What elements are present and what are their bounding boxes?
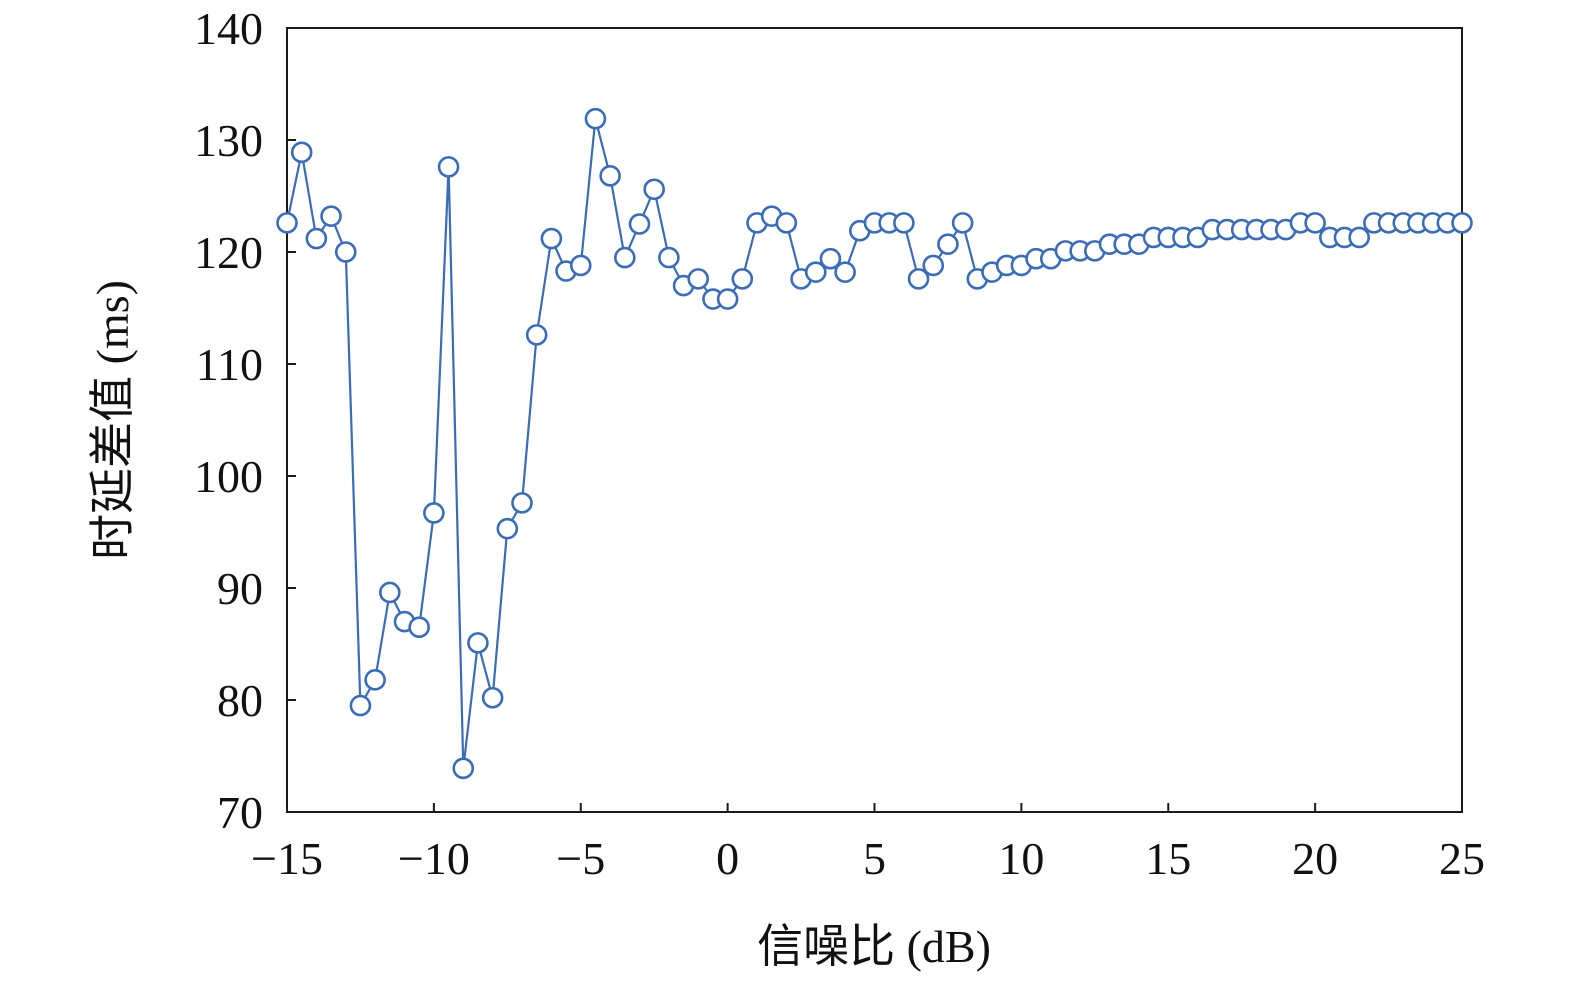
data-point bbox=[334, 241, 357, 263]
data-point bbox=[819, 247, 842, 270]
data-point bbox=[1304, 212, 1326, 234]
y-axis-ticks: 70 80 90 100 110 120 130 140 bbox=[194, 3, 296, 838]
y-tick-label: 140 bbox=[194, 3, 263, 54]
data-point bbox=[716, 288, 739, 310]
x-tick-label: 0 bbox=[716, 833, 739, 884]
x-axis-ticks: −15 −10 −5 0 5 10 15 20 25 bbox=[251, 803, 1485, 884]
data-point bbox=[614, 246, 636, 269]
data-point bbox=[569, 254, 592, 277]
data-point bbox=[305, 227, 328, 250]
y-tick-label: 120 bbox=[194, 227, 263, 278]
x-tick-label: 10 bbox=[998, 833, 1044, 884]
data-point bbox=[628, 213, 651, 235]
data-point bbox=[1451, 212, 1473, 234]
data-point bbox=[496, 517, 519, 540]
data-point bbox=[320, 205, 342, 227]
data-point bbox=[951, 212, 974, 234]
x-tick-label: −15 bbox=[251, 833, 323, 884]
data-point bbox=[658, 246, 680, 269]
data-point bbox=[687, 268, 710, 290]
data-point bbox=[467, 632, 489, 654]
data-point bbox=[834, 261, 856, 283]
data-point bbox=[379, 581, 401, 604]
x-tick-label: 15 bbox=[1145, 833, 1191, 884]
y-tick-label: 90 bbox=[217, 563, 263, 614]
data-point bbox=[937, 233, 959, 255]
data-point bbox=[893, 212, 915, 234]
x-tick-label: 20 bbox=[1292, 833, 1338, 884]
data-point bbox=[731, 268, 754, 290]
plot-frame bbox=[286, 27, 1463, 813]
y-tick-label: 80 bbox=[217, 675, 263, 726]
data-point bbox=[364, 669, 386, 691]
y-tick-label: 130 bbox=[194, 115, 263, 166]
x-tick-label: −5 bbox=[556, 833, 605, 884]
y-tick-label: 70 bbox=[217, 787, 263, 838]
data-point bbox=[276, 212, 298, 234]
x-tick-label: −10 bbox=[398, 833, 470, 884]
data-point bbox=[643, 178, 665, 201]
data-point bbox=[584, 107, 607, 130]
y-tick-label: 100 bbox=[194, 451, 263, 502]
x-tick-label: 25 bbox=[1439, 833, 1485, 884]
data-point bbox=[804, 261, 827, 283]
y-tick-label: 110 bbox=[196, 339, 263, 390]
series-markers bbox=[276, 107, 1473, 780]
data-point bbox=[511, 492, 533, 514]
data-point bbox=[922, 254, 945, 277]
data-point bbox=[408, 616, 430, 639]
data-point bbox=[540, 227, 563, 250]
data-point bbox=[775, 212, 798, 234]
x-axis-title: 信噪比 (dB) bbox=[757, 921, 991, 972]
x-tick-label: 5 bbox=[863, 833, 886, 884]
data-point bbox=[349, 694, 372, 717]
data-point bbox=[290, 141, 313, 164]
data-point bbox=[525, 324, 548, 346]
y-axis-title: 时延差值 (ms) bbox=[87, 280, 138, 560]
data-point bbox=[437, 156, 460, 178]
data-point bbox=[907, 268, 930, 290]
data-point bbox=[1348, 226, 1370, 249]
data-point bbox=[423, 502, 445, 524]
data-point bbox=[452, 757, 475, 780]
data-point bbox=[599, 165, 621, 187]
data-point bbox=[481, 686, 504, 709]
